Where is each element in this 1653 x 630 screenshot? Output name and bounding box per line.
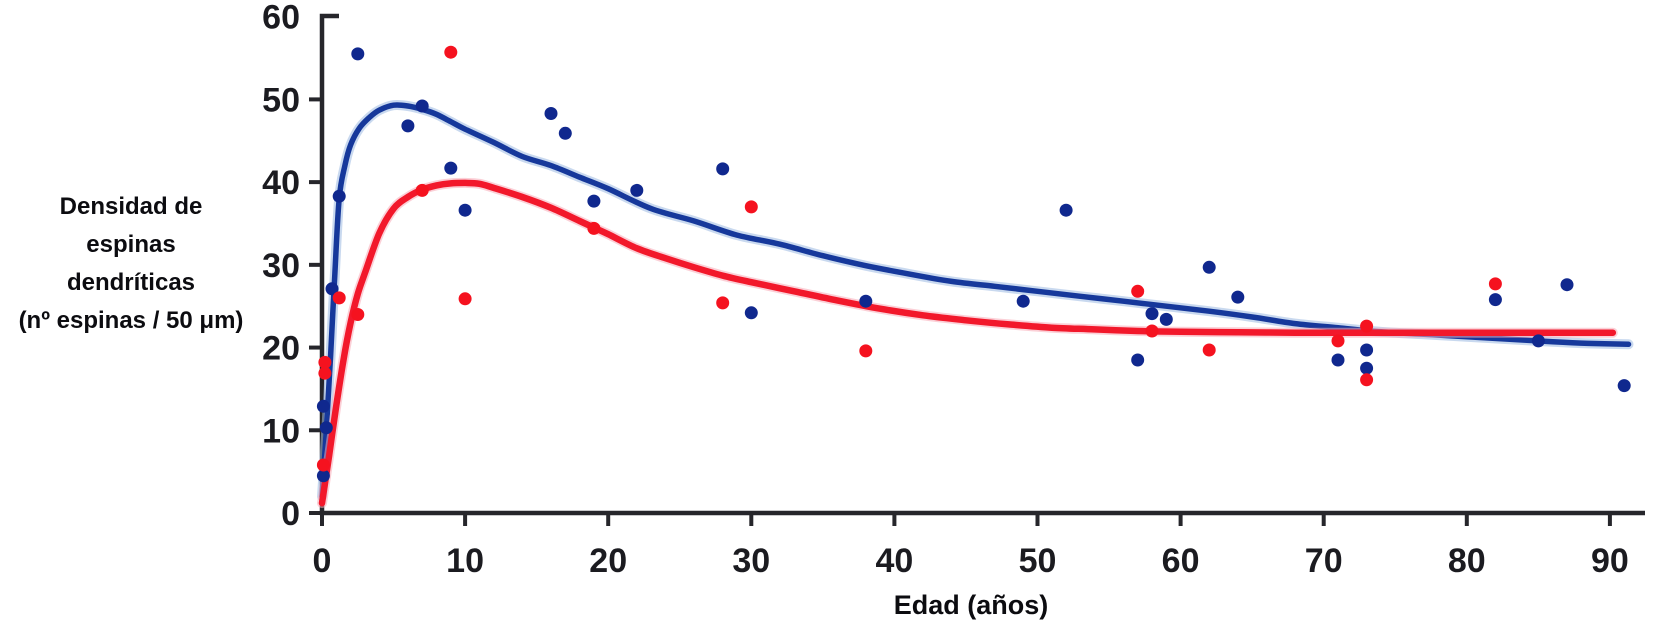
data-point-azul xyxy=(319,421,333,435)
data-point-azul xyxy=(1360,343,1374,357)
data-point-rojo xyxy=(859,344,873,358)
data-point-azul xyxy=(1202,260,1216,274)
data-point-rojo xyxy=(444,45,458,59)
data-point-azul xyxy=(630,183,644,197)
data-point-rojo xyxy=(332,291,346,305)
data-point-rojo xyxy=(716,296,730,310)
fit-curve-halo-rojo xyxy=(317,177,1618,509)
fit-curve-azul xyxy=(319,102,1632,500)
y-axis-title-line: (nº espinas / 50 μm) xyxy=(18,307,244,334)
data-point-azul xyxy=(558,126,572,140)
y-tick-label: 50 xyxy=(262,81,300,119)
data-point-rojo xyxy=(1360,373,1374,387)
x-tick-label: 50 xyxy=(1019,542,1057,580)
y-tick-label: 0 xyxy=(281,495,300,533)
data-point-rojo xyxy=(1131,284,1145,298)
x-tick-label: 0 xyxy=(313,542,332,580)
data-point-rojo xyxy=(587,221,601,235)
data-point-azul xyxy=(1331,353,1345,367)
y-tick-label: 20 xyxy=(262,330,300,368)
data-point-rojo xyxy=(1360,319,1374,333)
data-point-rojo xyxy=(318,355,332,369)
data-point-azul xyxy=(401,119,415,133)
data-point-azul xyxy=(444,161,458,175)
data-point-rojo xyxy=(318,366,332,380)
y-tick-label: 30 xyxy=(262,247,300,285)
data-point-azul xyxy=(1531,334,1545,348)
data-point-azul xyxy=(1560,278,1574,292)
data-point-azul xyxy=(325,282,339,296)
data-point-azul xyxy=(587,194,601,208)
axis-lines xyxy=(319,13,1645,516)
data-point-rojo xyxy=(351,308,365,321)
data-point-azul xyxy=(316,399,330,413)
data-point-rojo xyxy=(415,183,429,197)
x-tick-label: 30 xyxy=(732,542,770,580)
data-point-rojo xyxy=(458,292,472,306)
y-axis-title: Densidad de espinas dendríticas (nº espi… xyxy=(0,188,262,340)
x-tick-label: 90 xyxy=(1591,542,1629,580)
data-point-azul xyxy=(716,162,730,176)
x-tick-label: 20 xyxy=(589,542,627,580)
data-point-azul xyxy=(544,107,558,120)
data-point-azul xyxy=(1360,361,1374,375)
x-axis-title: Edad (años) xyxy=(893,590,1049,620)
data-point-rojo xyxy=(1488,277,1502,291)
y-axis-title-line: dendríticas xyxy=(66,269,196,296)
data-point-rojo xyxy=(316,458,330,472)
x-tick-label: 70 xyxy=(1305,542,1343,580)
x-tick-label: 80 xyxy=(1448,542,1486,580)
y-axis-title-line: Densidad de xyxy=(59,193,203,220)
fit-curve-halo-azul xyxy=(317,99,1634,502)
x-tick-label: 60 xyxy=(1162,542,1200,580)
data-point-azul xyxy=(1059,203,1073,217)
data-point-azul xyxy=(415,99,429,113)
data-point-azul xyxy=(316,469,330,483)
data-point-azul xyxy=(859,294,873,308)
fit-curve-rojo xyxy=(318,179,1617,507)
data-point-rojo xyxy=(744,200,758,214)
x-tick-label: 10 xyxy=(446,542,484,580)
data-point-azul xyxy=(1016,294,1030,308)
y-tick-label: 10 xyxy=(262,412,300,450)
y-axis-title-line: espinas xyxy=(86,231,176,258)
data-point-azul xyxy=(1145,307,1159,321)
data-point-azul xyxy=(1159,312,1173,326)
data-point-azul xyxy=(1131,353,1145,367)
data-point-azul xyxy=(1617,379,1631,393)
y-tick-label: 60 xyxy=(262,0,300,37)
data-point-azul xyxy=(332,189,346,203)
data-point-azul xyxy=(458,203,472,217)
data-point-rojo xyxy=(1145,324,1159,338)
data-point-rojo xyxy=(1331,334,1345,348)
data-point-azul xyxy=(1488,293,1502,307)
data-point-azul xyxy=(1231,290,1245,304)
data-point-azul xyxy=(351,47,365,61)
x-tick-label: 40 xyxy=(875,542,913,580)
data-point-rojo xyxy=(1202,343,1216,357)
data-point-azul xyxy=(744,306,758,320)
y-tick-label: 40 xyxy=(262,164,300,202)
